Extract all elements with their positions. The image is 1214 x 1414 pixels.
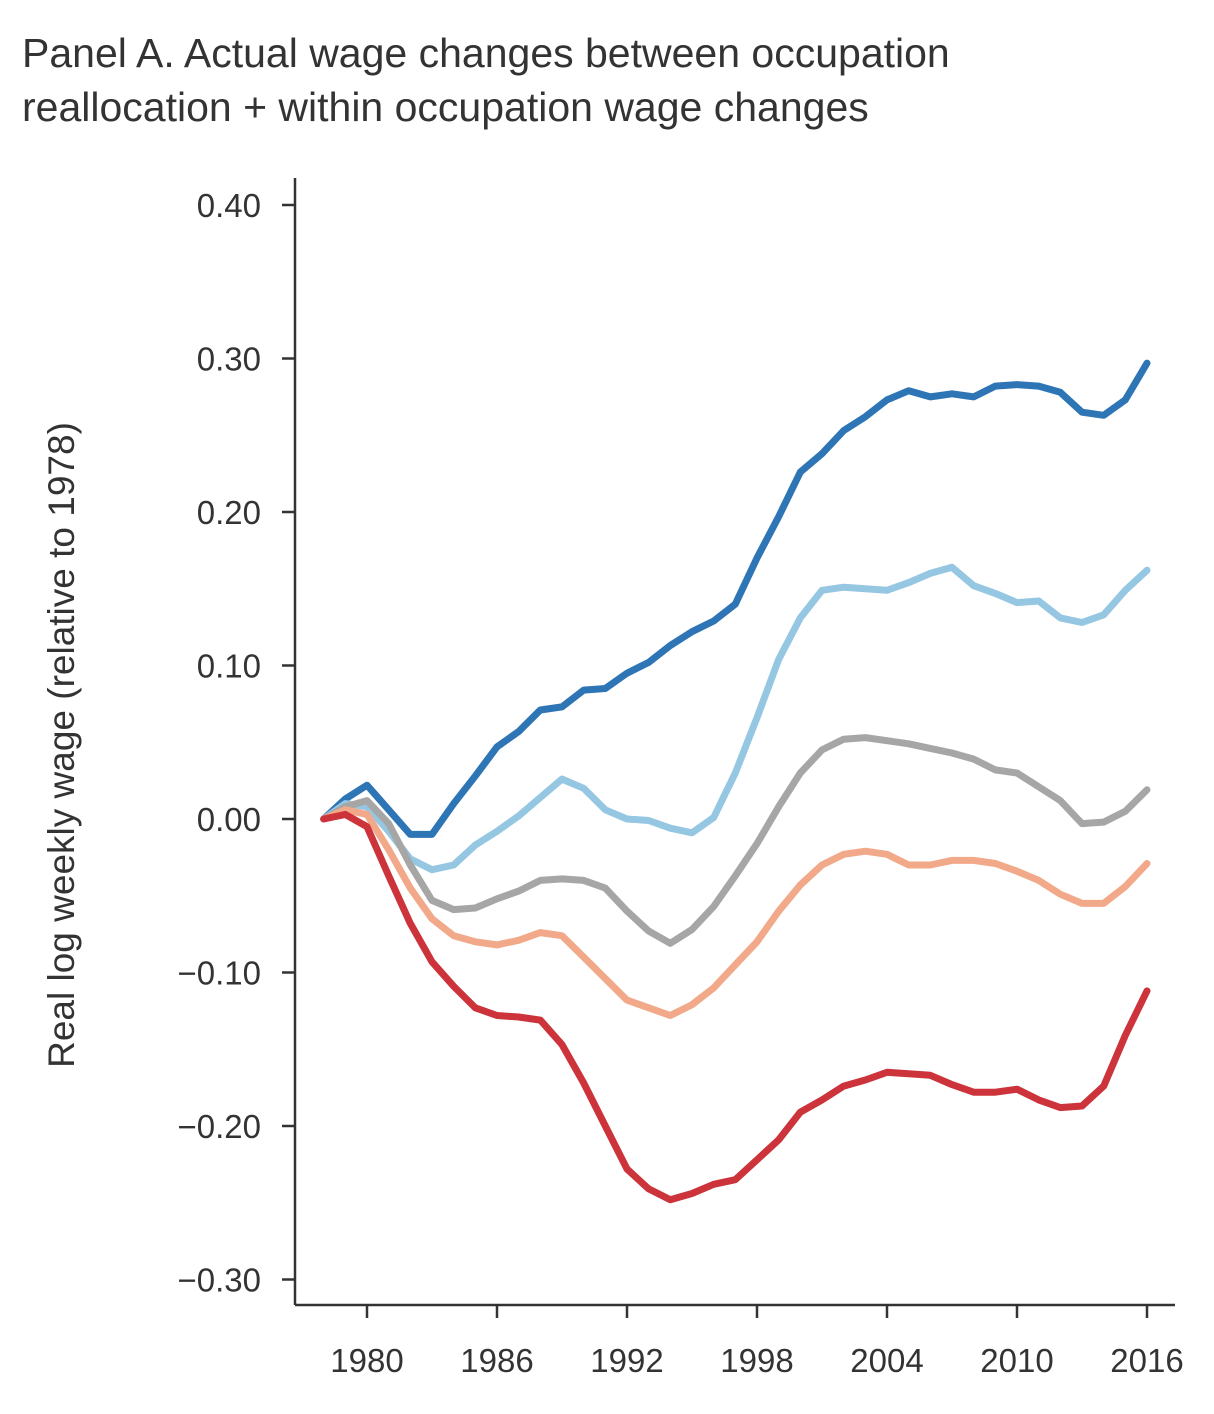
y-tick-label: 0.00: [197, 801, 261, 838]
chart-title-line-1: Panel A. Actual wage changes between occ…: [22, 30, 950, 76]
axes: [293, 178, 1175, 1307]
x-tick-label: 2010: [980, 1342, 1053, 1379]
x-axis-ticks: 1980 1986 1992 1998 2004 2010 2016: [330, 1305, 1184, 1379]
y-axis-ticks: 0.40 0.30 0.20 0.10 0.00 −0.10 −0.20 −0.30: [178, 187, 295, 1299]
y-axis-label: Real log weekly wage (relative to 1978): [41, 422, 82, 1068]
x-tick-label: 1998: [720, 1342, 793, 1379]
chart-title-line-2: reallocation + within occupation wage ch…: [22, 84, 869, 130]
y-tick-label: 0.20: [197, 494, 261, 531]
y-tick-label: 0.10: [197, 648, 261, 685]
series-line-4: [320, 806, 1151, 1019]
x-tick-label: 1986: [460, 1342, 533, 1379]
x-tick-label: 2004: [850, 1342, 923, 1379]
y-tick-label: −0.10: [178, 955, 262, 992]
series-line-3: [320, 734, 1151, 947]
series-line-2: [320, 563, 1151, 874]
x-tick-label: 2016: [1110, 1342, 1183, 1379]
chart-title: Panel A. Actual wage changes between occ…: [22, 26, 1202, 134]
y-tick-label: 0.40: [197, 187, 261, 224]
y-tick-label: −0.30: [178, 1262, 262, 1299]
x-tick-label: 1992: [590, 1342, 663, 1379]
y-tick-label: −0.20: [178, 1108, 262, 1145]
series-line-1: [320, 359, 1151, 838]
x-tick-label: 1980: [330, 1342, 403, 1379]
series-lines: [320, 359, 1151, 1204]
y-tick-label: 0.30: [197, 341, 261, 378]
series-line-5: [320, 810, 1151, 1204]
